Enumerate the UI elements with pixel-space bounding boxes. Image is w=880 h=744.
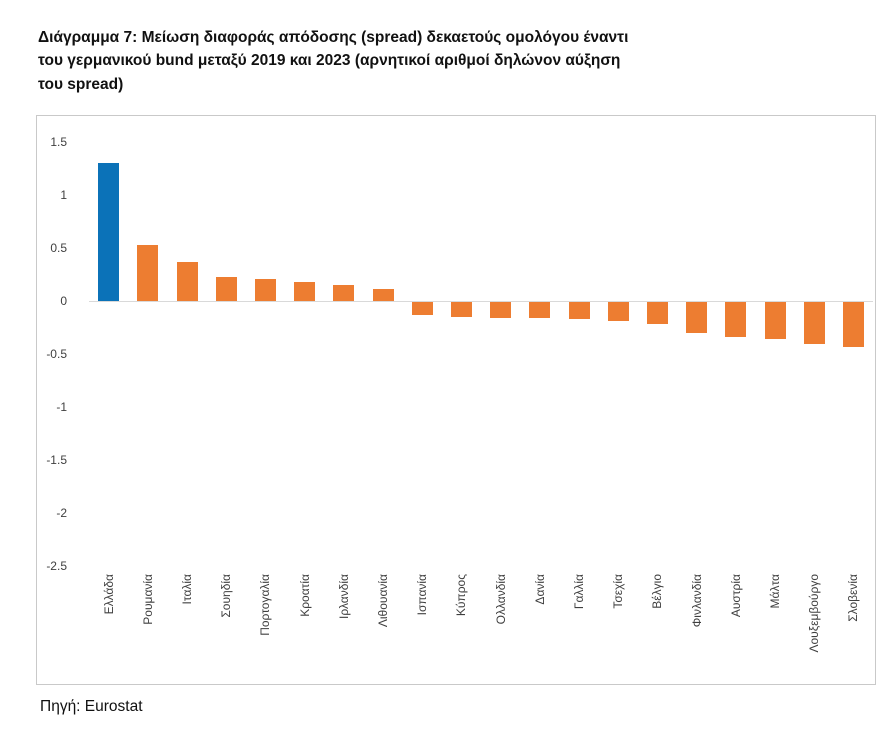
x-axis-label: Κροατία — [285, 572, 324, 704]
bar-3 — [215, 276, 237, 301]
x-axis-label-text: Ιρλανδία — [336, 574, 351, 619]
x-axis-label-text: Αυστρία — [728, 574, 743, 618]
x-axis-label: Σλοβενία — [834, 572, 873, 704]
y-tick-label: 1 — [60, 188, 67, 202]
x-axis-label-text: Μάλτα — [767, 574, 782, 609]
x-axis-label-text: Ισπανία — [415, 574, 430, 616]
x-axis-label: Πορτογαλία — [246, 572, 285, 704]
x-axis-label: Κύπρος — [442, 572, 481, 704]
x-axis-label-text: Φινλανδία — [689, 574, 704, 628]
plot-area — [89, 142, 873, 566]
zero-line — [89, 301, 873, 302]
x-axis-label-text: Κροατία — [297, 574, 312, 617]
x-axis-label: Λιθουανία — [363, 572, 402, 704]
x-axis-label: Δανία — [520, 572, 559, 704]
bar-17 — [764, 302, 786, 340]
x-axis: Ελλάδα Ρουμανία Ιταλία Σουηδία Πορτογαλία Κρο… — [89, 572, 873, 704]
x-axis-label: Βέλγιο — [638, 572, 677, 704]
bar-9 — [450, 302, 472, 317]
x-axis-label-text: Ελλάδα — [101, 574, 116, 615]
bar-5 — [294, 281, 316, 301]
bar-15 — [686, 302, 708, 333]
x-axis-label-text: Σλοβενία — [846, 574, 861, 622]
chart-title: Διάγραμμα 7: Μείωση διαφοράς απόδοσης (s… — [38, 26, 788, 96]
bar-4 — [254, 278, 276, 301]
y-tick-label: -2.5 — [46, 559, 67, 573]
x-axis-label-text: Κύπρος — [454, 574, 469, 617]
x-axis-label: Ελλάδα — [89, 572, 128, 704]
bar-16 — [725, 302, 747, 337]
x-axis-label: Γαλλία — [559, 572, 598, 704]
bar-13 — [607, 302, 629, 322]
x-axis-label-text: Ιταλία — [179, 574, 194, 605]
y-tick-label: -0.5 — [46, 347, 67, 361]
bar-11 — [529, 302, 551, 318]
x-axis-label: Ολλανδία — [481, 572, 520, 704]
y-tick-label: 0.5 — [50, 241, 67, 255]
y-tick-label: -2 — [56, 506, 67, 520]
x-axis-label: Ρουμανία — [128, 572, 167, 704]
x-axis-label-text: Ρουμανία — [140, 574, 155, 625]
x-axis-label-text: Τσεχία — [611, 574, 626, 609]
chart-frame: 1.5 1 0.5 0 -0.5 -1 -1.5 -2 -2.5 Ελλάδα Ρουμανία Ι… — [36, 115, 876, 685]
x-axis-label: Ιταλία — [167, 572, 206, 704]
bar-19 — [842, 302, 864, 347]
bar-18 — [803, 302, 825, 345]
x-axis-label-text: Σουηδία — [219, 574, 234, 618]
y-tick-label: 1.5 — [50, 135, 67, 149]
bar-12 — [568, 302, 590, 319]
bar-2 — [176, 261, 198, 301]
x-axis-label-text: Λουξεμβούργο — [807, 574, 822, 653]
chart-title-line: Διάγραμμα 7: Μείωση διαφοράς απόδοσης (s… — [38, 29, 629, 46]
x-axis-label: Αυστρία — [716, 572, 755, 704]
chart-title-line: του γερμανικού bund μεταξύ 2019 και 2023… — [38, 52, 621, 70]
x-axis-label: Μάλτα — [755, 572, 794, 704]
bar-1 — [137, 244, 159, 301]
x-axis-label-text: Πορτογαλία — [258, 574, 273, 636]
x-axis-label-text: Λιθουανία — [375, 574, 390, 628]
y-tick-label: -1.5 — [46, 453, 67, 467]
chart-title-line: του spread) — [38, 75, 124, 93]
x-axis-label-text: Δανία — [532, 574, 547, 605]
x-axis-label: Φινλανδία — [677, 572, 716, 704]
bar-6 — [333, 285, 355, 301]
bar-8 — [411, 302, 433, 315]
x-axis-label: Τσεχία — [599, 572, 638, 704]
x-axis-label: Σουηδία — [207, 572, 246, 704]
bar-14 — [646, 302, 668, 325]
source-note: Πηγή: Eurostat — [40, 698, 143, 715]
x-axis-label-text: Γαλλία — [571, 574, 586, 610]
y-tick-label: -1 — [56, 400, 67, 414]
y-tick-label: 0 — [60, 294, 67, 308]
bar-7 — [372, 289, 394, 301]
bar-10 — [490, 302, 512, 318]
x-axis-label-text: Βέλγιο — [650, 574, 665, 609]
x-axis-label-text: Ολλανδία — [493, 574, 508, 625]
x-axis-label: Ισπανία — [403, 572, 442, 704]
x-axis-label: Ιρλανδία — [324, 572, 363, 704]
x-axis-label: Λουξεμβούργο — [795, 572, 834, 704]
bar-0 — [98, 163, 120, 301]
y-axis: 1.5 1 0.5 0 -0.5 -1 -1.5 -2 -2.5 — [41, 116, 67, 684]
